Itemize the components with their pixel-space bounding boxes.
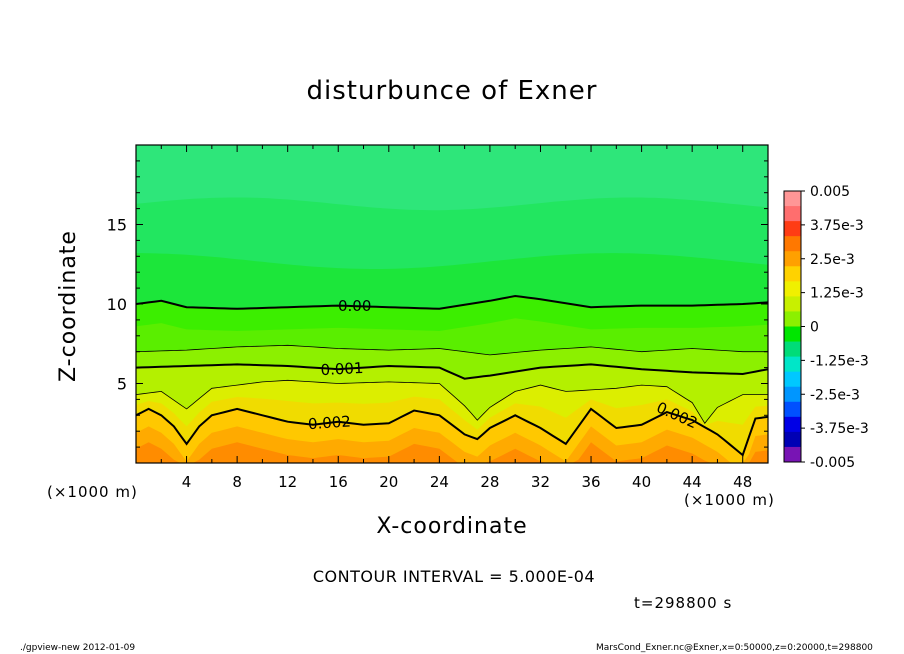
x-tick-label: 4 bbox=[182, 473, 192, 491]
band-0025 bbox=[136, 426, 768, 463]
contour-lines bbox=[136, 294, 768, 457]
contour-line bbox=[136, 344, 768, 356]
x-tick-label: 28 bbox=[480, 473, 499, 491]
contour-line bbox=[136, 379, 768, 425]
y-tick-label: 5 bbox=[117, 375, 127, 394]
colorbar: 0.005 3.75e-3 2.5e-3 1.25e-3 0 -1.25e-3 -2.5e-… bbox=[783, 184, 869, 471]
x-tick-label: 44 bbox=[683, 473, 702, 491]
colorbar-swatch bbox=[784, 416, 801, 433]
colorbar-swatch bbox=[784, 341, 801, 358]
x-tick-label: 24 bbox=[430, 473, 449, 491]
x-tick-label: 32 bbox=[531, 473, 550, 491]
colorbar-tick-label: -2.5e-3 bbox=[810, 387, 860, 403]
contour-line bbox=[136, 407, 768, 457]
colorbar-tick-label: 2.5e-3 bbox=[810, 252, 855, 268]
y-tick-label: 10 bbox=[107, 295, 127, 314]
contour-line bbox=[136, 363, 768, 380]
y-tick-label: 15 bbox=[107, 216, 127, 235]
contour-interval-note: CONTOUR INTERVAL = 5.000E-04 bbox=[312, 567, 596, 586]
footer-right: MarsCond_Exner.nc@Exner,x=0:50000,z=0:20… bbox=[596, 643, 873, 653]
heatmap-field bbox=[136, 145, 768, 463]
x-tick-label: 20 bbox=[379, 473, 398, 491]
chart-title: disturbunce of Exner bbox=[306, 76, 598, 106]
colorbar-swatch bbox=[784, 371, 801, 388]
x-tick-label: 36 bbox=[581, 473, 600, 491]
contour-label: 0.002 bbox=[307, 412, 351, 433]
colorbar-swatch bbox=[784, 251, 801, 267]
y-axis: 5 10 15 bbox=[107, 160, 768, 448]
y-axis-unit: (×1000 m) bbox=[47, 483, 138, 501]
colorbar-tick-label: -0.005 bbox=[810, 455, 855, 471]
colorbar-swatch bbox=[784, 236, 801, 252]
colorbar-tick-label: 3.75e-3 bbox=[810, 218, 864, 234]
x-tick-label: 40 bbox=[632, 473, 651, 491]
colorbar-tick-label: -3.75e-3 bbox=[810, 421, 869, 437]
contour-line bbox=[136, 294, 768, 310]
contour-label: 0.001 bbox=[320, 359, 364, 379]
colorbar-swatch bbox=[784, 191, 801, 207]
colorbar-swatch bbox=[784, 281, 801, 297]
colorbar-tick-label: 1.25e-3 bbox=[810, 286, 864, 302]
colorbar-swatch bbox=[784, 311, 801, 327]
footer-left: ./gpview-new 2012-01-09 bbox=[20, 643, 136, 653]
colorbar-tick-label: 0 bbox=[810, 320, 819, 336]
x-tick-label: 12 bbox=[278, 473, 297, 491]
colorbar-swatch bbox=[784, 266, 801, 282]
colorbar-swatch bbox=[784, 206, 801, 222]
colorbar-swatch bbox=[784, 401, 801, 418]
x-axis-label: X-coordinate bbox=[376, 514, 528, 539]
colorbar-swatch bbox=[784, 356, 801, 373]
colorbar-swatch bbox=[784, 386, 801, 403]
band-003 bbox=[136, 442, 768, 463]
x-tick-label: 8 bbox=[232, 473, 242, 491]
x-axis: 4 8 12 16 20 24 28 32 36 40 44 48 bbox=[160, 145, 752, 491]
colorbar-swatch bbox=[784, 221, 801, 237]
colorbar-tick-label: 0.005 bbox=[810, 184, 850, 200]
colorbar-swatch bbox=[784, 446, 801, 463]
colorbar-swatch bbox=[784, 296, 801, 312]
x-tick-label: 16 bbox=[329, 473, 348, 491]
x-tick-label: 48 bbox=[733, 473, 752, 491]
colorbar-swatch bbox=[784, 326, 801, 342]
contour-label: 0.00 bbox=[338, 297, 371, 315]
colorbar-tick-label: -1.25e-3 bbox=[810, 353, 869, 369]
colorbar-swatch bbox=[784, 431, 801, 448]
x-axis-unit: (×1000 m) bbox=[684, 491, 775, 509]
y-axis-label: Z-coordinate bbox=[56, 230, 81, 382]
time-stamp: t=298800 s bbox=[634, 594, 733, 612]
